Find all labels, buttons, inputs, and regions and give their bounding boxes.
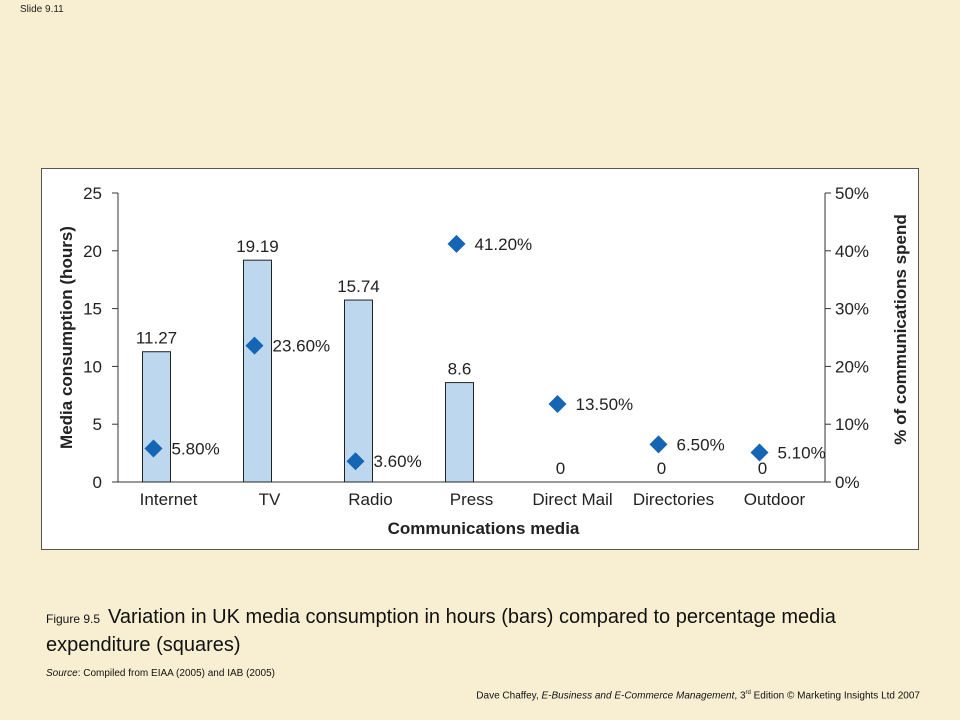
spend-value-label: 6.50% <box>677 435 725 454</box>
right-tick-label: 20% <box>835 357 869 376</box>
left-tick-label: 20 <box>83 242 102 261</box>
footer-book-title: E-Business and E-Commerce Management <box>541 690 735 702</box>
bar-value-label: 15.74 <box>337 277 380 296</box>
x-tick-label: TV <box>259 490 281 509</box>
bar-value-label: 0 <box>556 459 565 478</box>
footer-credit: Dave Chaffey, E-Business and E-Commerce … <box>476 690 920 701</box>
source-note: Source: Compiled from EIAA (2005) and IA… <box>46 668 275 679</box>
figure-number: Figure 9.5 <box>46 612 101 626</box>
spend-value-label: 41.20% <box>475 235 533 254</box>
source-label: Source <box>46 668 78 679</box>
diamond-marker <box>548 394 567 413</box>
bar <box>445 382 474 483</box>
chart-container: 0 5 10 15 20 25 0% 10% 20% 30% 40% 50% Internet TV Rad… <box>41 168 919 550</box>
bar <box>142 351 171 483</box>
figure-caption: Figure 9.5 Variation in UK media consumpt… <box>46 604 846 658</box>
footer-author: Dave Chaffey, <box>476 690 542 702</box>
bar <box>243 259 272 483</box>
x-tick-label: Press <box>450 490 493 509</box>
x-tick-label: Internet <box>140 490 198 509</box>
x-tick-label: Outdoor <box>744 490 806 509</box>
y2-axis-title: % of communications spend <box>891 214 910 444</box>
left-tick-label: 10 <box>83 357 102 376</box>
bar-value-label: 0 <box>657 459 666 478</box>
footer-rest: Edition © Marketing Insights Ltd 2007 <box>750 690 920 702</box>
left-tick-label: 5 <box>93 415 102 434</box>
spend-value-label: 5.80% <box>172 439 220 458</box>
left-tick-label: 25 <box>83 184 102 203</box>
right-tick-label: 50% <box>835 184 869 203</box>
bar <box>344 299 373 483</box>
diamond-marker <box>750 443 769 462</box>
chart-svg: 0 5 10 15 20 25 0% 10% 20% 30% 40% 50% Internet TV Rad… <box>57 184 910 538</box>
diamond-marker <box>649 435 668 454</box>
slide-number: Slide 9.11 <box>20 4 64 15</box>
left-tick-label: 15 <box>83 300 102 319</box>
diamond-marker <box>245 336 264 355</box>
y-axis-title: Media consumption (hours) <box>57 226 76 449</box>
left-tick-label: 0 <box>93 473 102 492</box>
spend-value-label: 3.60% <box>374 452 422 471</box>
x-tick-label: Radio <box>348 490 392 509</box>
x-tick-label: Directories <box>633 490 714 509</box>
source-text: : Compiled from EIAA (2005) and IAB (200… <box>77 668 276 679</box>
footer-edition: , 3 <box>734 690 746 702</box>
spend-value-label: 23.60% <box>273 337 331 356</box>
footer-edition-sup: rd <box>745 690 751 696</box>
diamond-marker <box>346 452 365 471</box>
right-tick-label: 10% <box>835 415 869 434</box>
bar-value-label: 11.27 <box>136 329 177 348</box>
diamond-marker <box>144 439 163 458</box>
right-tick-label: 0% <box>835 473 860 492</box>
bar-value-label: 8.6 <box>448 360 472 379</box>
spend-value-label: 13.50% <box>576 395 634 414</box>
bar-value-label: 19.19 <box>236 237 279 256</box>
x-axis-title: Communications media <box>388 519 580 538</box>
diamond-marker <box>447 234 466 253</box>
bar-value-label: 0 <box>758 459 767 478</box>
caption-text: Variation in UK media consumption in hou… <box>46 606 836 656</box>
right-tick-label: 30% <box>835 300 869 319</box>
spend-value-label: 5.10% <box>778 444 826 463</box>
right-tick-label: 40% <box>835 242 869 261</box>
x-tick-label: Direct Mail <box>532 490 612 509</box>
